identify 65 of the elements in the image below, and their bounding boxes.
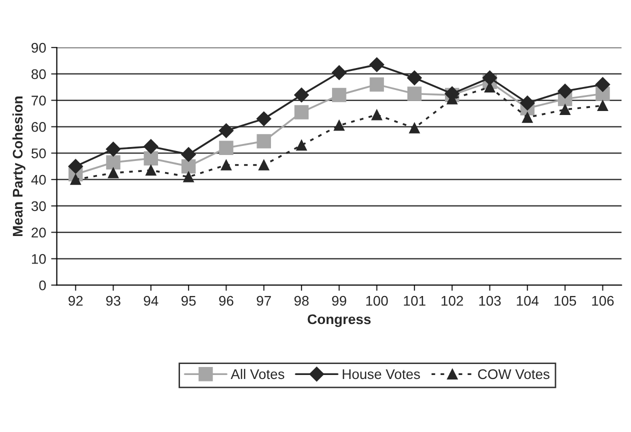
y-tick-label: 80 bbox=[32, 69, 46, 80]
x-tick-label: 104 bbox=[516, 296, 539, 306]
y-tick-label: 20 bbox=[32, 228, 46, 238]
x-tick-label: 99 bbox=[332, 296, 346, 306]
x-tick-label: 96 bbox=[219, 296, 234, 306]
point bbox=[332, 65, 347, 80]
point bbox=[332, 88, 346, 102]
point bbox=[334, 120, 345, 131]
x-tick-label: 94 bbox=[144, 296, 158, 306]
point bbox=[181, 159, 196, 174]
point bbox=[407, 70, 422, 86]
point bbox=[370, 77, 384, 92]
point bbox=[108, 168, 119, 178]
point bbox=[558, 84, 572, 98]
point bbox=[294, 88, 309, 102]
y-tick-label: 70 bbox=[32, 96, 46, 106]
point bbox=[595, 77, 610, 92]
point bbox=[220, 160, 232, 170]
legend-label: COW Votes bbox=[478, 369, 550, 380]
point bbox=[183, 172, 194, 182]
point bbox=[520, 96, 535, 110]
y-axis-title: Mean Party Cohesion bbox=[12, 96, 26, 236]
y-tick-label: 90 bbox=[32, 42, 46, 53]
x-tick-label: 97 bbox=[256, 296, 271, 306]
point bbox=[597, 100, 608, 111]
point bbox=[219, 140, 234, 155]
y-tick-label: 10 bbox=[32, 254, 46, 264]
point bbox=[522, 112, 533, 123]
x-axis-title: Congress bbox=[308, 314, 371, 327]
point bbox=[371, 109, 382, 120]
point bbox=[258, 160, 270, 170]
point bbox=[218, 123, 234, 138]
point bbox=[68, 158, 84, 174]
point bbox=[369, 57, 384, 72]
x-tick-label: 95 bbox=[181, 296, 196, 306]
legend-label: House Votes bbox=[342, 369, 420, 380]
legend-label: All Votes bbox=[230, 368, 284, 380]
x-tick-label: 102 bbox=[442, 296, 463, 306]
y-tick-label: 50 bbox=[31, 148, 46, 158]
point bbox=[106, 155, 120, 170]
point bbox=[106, 142, 121, 157]
point bbox=[146, 164, 156, 176]
point bbox=[294, 105, 309, 120]
x-tick-label: 101 bbox=[404, 296, 426, 306]
x-tick-label: 92 bbox=[68, 296, 83, 306]
point bbox=[256, 111, 272, 126]
x-tick-label: 103 bbox=[479, 296, 501, 306]
point bbox=[409, 122, 420, 134]
x-tick-label: 100 bbox=[366, 296, 388, 306]
y-tick-label: 0 bbox=[39, 280, 46, 290]
point bbox=[482, 70, 498, 86]
point bbox=[256, 134, 271, 148]
y-tick-label: 60 bbox=[32, 122, 46, 132]
point bbox=[144, 139, 158, 154]
y-tick-label: 30 bbox=[31, 201, 46, 212]
x-tick-label: 106 bbox=[592, 296, 614, 306]
point bbox=[296, 140, 307, 151]
x-tick-label: 93 bbox=[106, 296, 120, 306]
x-tick-label: 98 bbox=[294, 296, 309, 306]
point bbox=[560, 104, 570, 115]
point bbox=[407, 86, 422, 101]
x-tick-label: 105 bbox=[554, 296, 576, 306]
point bbox=[181, 147, 196, 162]
y-tick-label: 40 bbox=[31, 174, 46, 185]
point bbox=[144, 151, 158, 166]
